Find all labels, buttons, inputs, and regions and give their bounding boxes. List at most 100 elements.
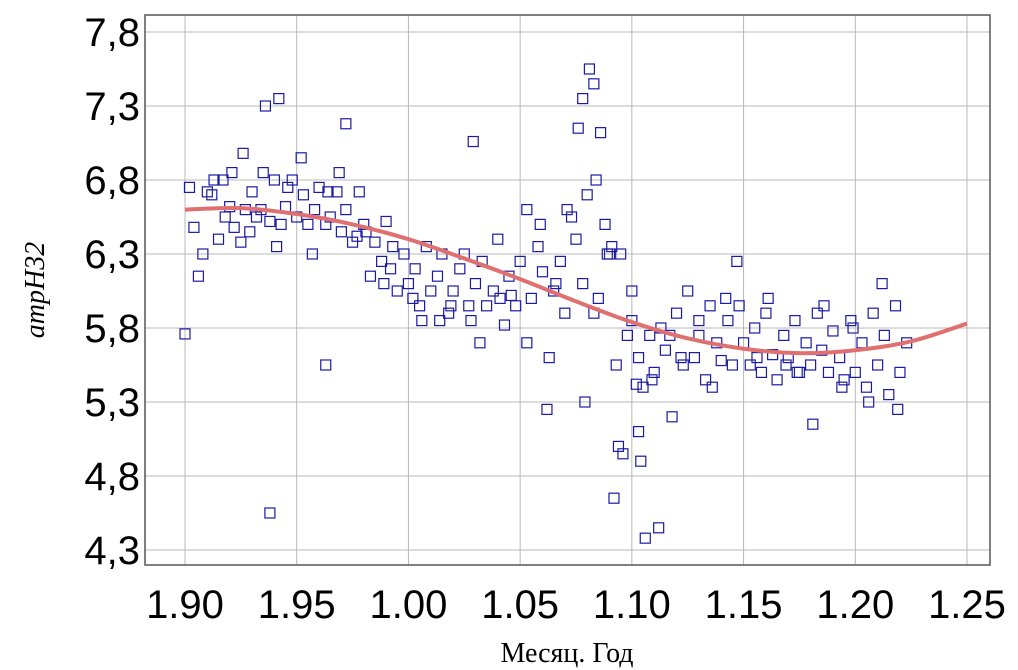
data-point [469, 278, 482, 290]
data-point [425, 285, 437, 297]
x-tick-label: 1.00 [369, 583, 447, 627]
data-point [653, 522, 665, 534]
data-point [447, 285, 459, 297]
data-point [275, 218, 287, 230]
data-point [306, 248, 318, 260]
data-point [380, 215, 392, 228]
data-point [434, 315, 446, 327]
y-tick-label: 6,3 [84, 233, 140, 277]
data-point [744, 359, 756, 371]
data-point [590, 174, 602, 186]
data-point [889, 300, 902, 312]
data-point [474, 337, 486, 349]
x-tick-label: 1.90 [146, 583, 224, 627]
data-point [570, 233, 582, 245]
data-point [268, 174, 280, 186]
data-point [630, 378, 642, 390]
data-point [206, 189, 218, 201]
data-point [212, 233, 225, 245]
data-point [601, 248, 613, 260]
data-point [778, 329, 790, 341]
data-point [443, 307, 455, 319]
x-tick-label: 1.25 [928, 583, 1006, 627]
data-point [610, 359, 622, 371]
data-point [322, 186, 334, 198]
data-point [572, 122, 584, 134]
data-point [800, 337, 812, 349]
data-point [259, 100, 272, 112]
data-point [845, 315, 857, 327]
data-point [751, 352, 763, 364]
data-point [755, 366, 768, 378]
data-points [179, 63, 913, 544]
y-tick-label: 5,8 [84, 307, 140, 351]
data-point [498, 319, 511, 331]
data-point [402, 278, 415, 290]
data-point [219, 211, 231, 223]
data-point [295, 152, 307, 164]
data-point [726, 359, 739, 371]
data-point [762, 292, 774, 304]
data-point [188, 221, 200, 233]
data-point [183, 181, 196, 193]
data-point [693, 315, 705, 327]
data-point [554, 255, 566, 267]
grid [145, 15, 990, 565]
data-point [731, 255, 743, 267]
data-point [804, 359, 817, 371]
data-point [847, 322, 859, 334]
data-point [398, 248, 410, 260]
data-point [588, 78, 600, 90]
data-point [733, 300, 745, 312]
data-point [364, 270, 377, 282]
data-point [706, 381, 718, 393]
data-point [577, 278, 589, 290]
data-point [559, 307, 571, 319]
data-point [592, 292, 604, 304]
data-point [331, 186, 343, 198]
y-tick-label: 4,8 [84, 455, 140, 499]
data-point [834, 352, 846, 364]
data-point [639, 532, 651, 544]
data-point [333, 167, 345, 179]
data-point [608, 492, 620, 504]
data-point [463, 300, 475, 312]
x-tick-label: 1.05 [481, 583, 559, 627]
data-point [720, 292, 732, 304]
data-point [445, 300, 457, 312]
data-point [675, 352, 687, 364]
data-point [467, 135, 479, 148]
data-point [612, 440, 625, 452]
data-point [867, 307, 879, 319]
data-point [561, 204, 573, 216]
y-tick-label: 5,3 [84, 381, 140, 425]
data-point [699, 374, 712, 386]
data-point [302, 218, 314, 230]
data-point [579, 396, 591, 408]
data-point [577, 92, 589, 105]
data-point [594, 127, 607, 139]
data-point [454, 263, 466, 275]
data-point [291, 211, 303, 223]
data-point [543, 352, 555, 364]
y-tick-label: 7,3 [84, 85, 140, 129]
data-point [431, 270, 444, 282]
data-point [257, 167, 269, 179]
data-point [780, 359, 792, 371]
x-tick-label: 1.10 [593, 583, 671, 627]
data-point [217, 174, 229, 186]
data-point [666, 411, 678, 423]
y-tick-label: 4,3 [84, 529, 140, 573]
data-point [849, 366, 861, 378]
data-point [894, 366, 906, 378]
data-point [492, 233, 504, 245]
data-point [192, 270, 205, 282]
data-point [632, 426, 645, 438]
data-point [237, 147, 249, 159]
data-point [414, 300, 426, 312]
data-point [876, 278, 888, 290]
data-point [583, 63, 596, 75]
data-point [749, 322, 761, 334]
data-point [465, 315, 477, 327]
data-point [860, 381, 873, 393]
